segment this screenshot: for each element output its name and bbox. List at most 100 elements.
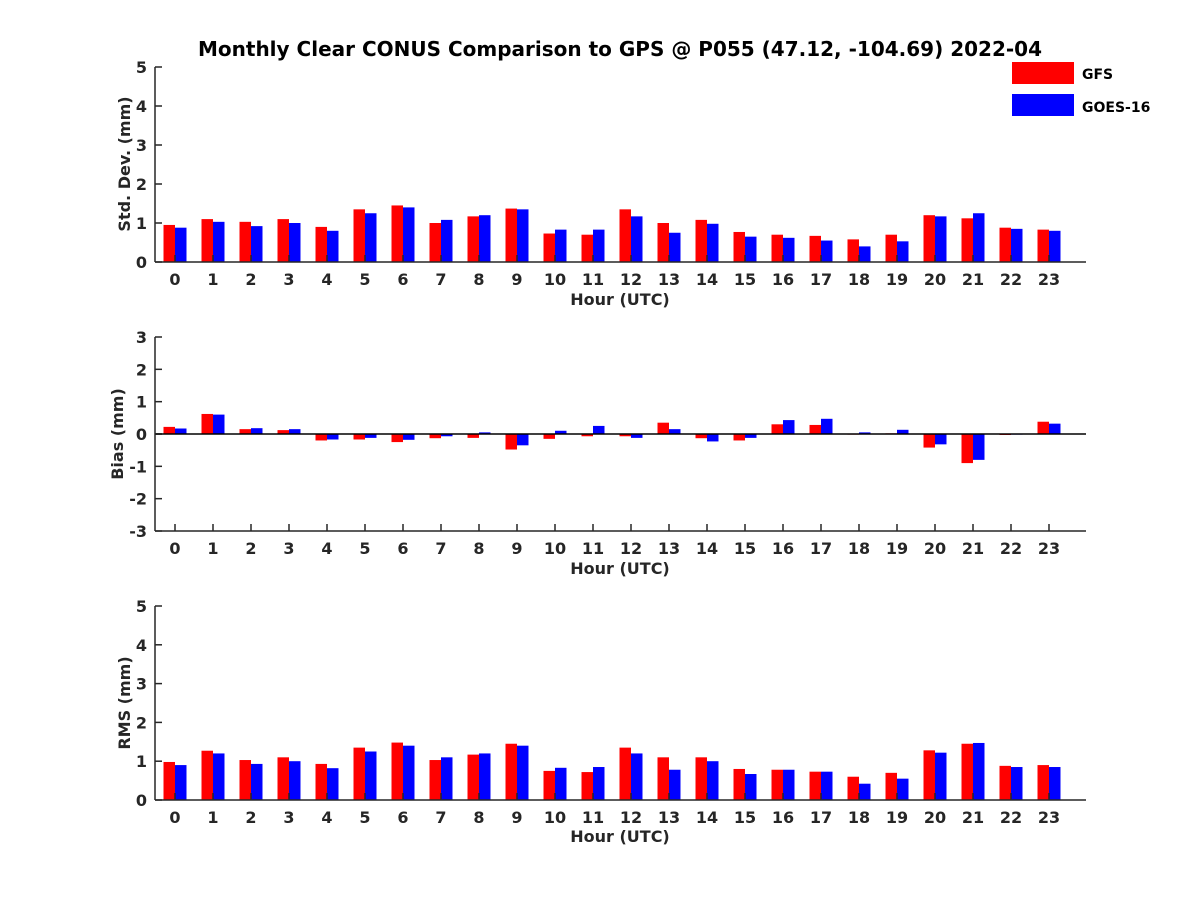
chart-title: Monthly Clear CONUS Comparison to GPS @ … (198, 37, 1042, 61)
bar-gfs (809, 424, 821, 434)
bar-goes16 (479, 215, 491, 262)
bar-goes16 (593, 767, 605, 800)
x-tick-label: 12 (620, 270, 642, 289)
bar-goes16 (403, 434, 415, 440)
bar-gfs (581, 772, 593, 800)
bar-gfs (467, 434, 479, 438)
bar-goes16 (783, 237, 795, 262)
bar-goes16 (1011, 228, 1023, 262)
legend-swatch-gfs (1012, 62, 1074, 84)
x-tick-label: 3 (283, 539, 294, 558)
x-tick-label: 8 (473, 808, 484, 827)
x-tick-label: 20 (924, 270, 946, 289)
x-tick-label: 15 (734, 539, 756, 558)
bar-goes16 (593, 425, 605, 434)
bar-gfs (201, 750, 213, 800)
bar-goes16 (973, 213, 985, 262)
x-tick-label: 14 (696, 808, 718, 827)
x-tick-label: 10 (544, 539, 566, 558)
bar-gfs (657, 422, 669, 434)
bar-gfs (771, 424, 783, 434)
bar-goes16 (213, 414, 225, 434)
x-tick-label: 6 (397, 270, 408, 289)
bar-gfs (163, 426, 175, 434)
bar-gfs (277, 430, 289, 434)
y-tick-label: 3 (136, 328, 147, 347)
bar-goes16 (251, 226, 263, 262)
bar-goes16 (669, 232, 681, 262)
bar-goes16 (555, 229, 567, 262)
y-tick-label: 0 (136, 425, 147, 444)
bar-gfs (429, 434, 441, 439)
x-tick-label: 12 (620, 539, 642, 558)
x-tick-label: 1 (207, 539, 218, 558)
y-tick-label: 0 (136, 791, 147, 810)
x-tick-label: 18 (848, 539, 870, 558)
bar-goes16 (707, 761, 719, 800)
x-tick-label: 5 (359, 270, 370, 289)
x-tick-label: 20 (924, 539, 946, 558)
x-tick-label: 10 (544, 808, 566, 827)
bar-gfs (429, 223, 441, 262)
x-axis-label-bias: Hour (UTC) (570, 559, 670, 578)
bar-goes16 (327, 230, 339, 262)
bar-gfs (277, 219, 289, 262)
bar-goes16 (479, 432, 491, 434)
bar-goes16 (441, 219, 453, 262)
x-tick-label: 16 (772, 808, 794, 827)
bar-gfs (353, 434, 365, 440)
bar-gfs (353, 209, 365, 262)
y-tick-label: -1 (129, 457, 147, 476)
bar-goes16 (555, 767, 567, 800)
x-tick-label: 2 (245, 808, 256, 827)
bar-goes16 (555, 430, 567, 434)
x-tick-label: 0 (169, 539, 180, 558)
bar-gfs (315, 226, 327, 262)
y-tick-label: 0 (136, 253, 147, 272)
bar-gfs (999, 227, 1011, 262)
bar-gfs (619, 209, 631, 262)
bar-gfs (619, 747, 631, 800)
x-tick-label: 16 (772, 270, 794, 289)
bar-goes16 (175, 428, 187, 434)
x-tick-label: 13 (658, 808, 680, 827)
bar-gfs (923, 434, 935, 448)
y-tick-label: 3 (136, 136, 147, 155)
x-tick-label: 21 (962, 270, 984, 289)
x-tick-label: 11 (582, 808, 604, 827)
bar-gfs (315, 434, 327, 441)
bar-gfs (239, 429, 251, 434)
y-axis-label-bias: Bias (mm) (108, 388, 127, 480)
legend-label-gfs: GFS (1082, 67, 1113, 83)
bar-goes16 (365, 213, 377, 262)
bar-gfs (505, 208, 517, 262)
bar-goes16 (517, 745, 529, 800)
bar-goes16 (859, 246, 871, 262)
x-tick-label: 4 (321, 808, 332, 827)
bar-gfs (695, 219, 707, 262)
y-tick-label: 4 (136, 636, 147, 655)
bar-goes16 (365, 434, 377, 438)
x-tick-label: 2 (245, 270, 256, 289)
x-tick-label: 10 (544, 270, 566, 289)
bar-goes16 (1011, 767, 1023, 800)
x-tick-label: 21 (962, 808, 984, 827)
bar-goes16 (669, 429, 681, 434)
y-tick-label: 2 (136, 713, 147, 732)
x-tick-label: 8 (473, 539, 484, 558)
x-tick-label: 19 (886, 539, 908, 558)
x-tick-label: 11 (582, 539, 604, 558)
bar-gfs (163, 761, 175, 800)
bar-goes16 (327, 434, 339, 440)
y-tick-label: 2 (136, 175, 147, 194)
bar-gfs (505, 434, 517, 450)
bar-gfs (315, 763, 327, 800)
bar-goes16 (289, 429, 301, 434)
bar-goes16 (1049, 423, 1061, 434)
x-tick-label: 22 (1000, 539, 1022, 558)
x-tick-label: 9 (511, 808, 522, 827)
bar-gfs (923, 215, 935, 262)
